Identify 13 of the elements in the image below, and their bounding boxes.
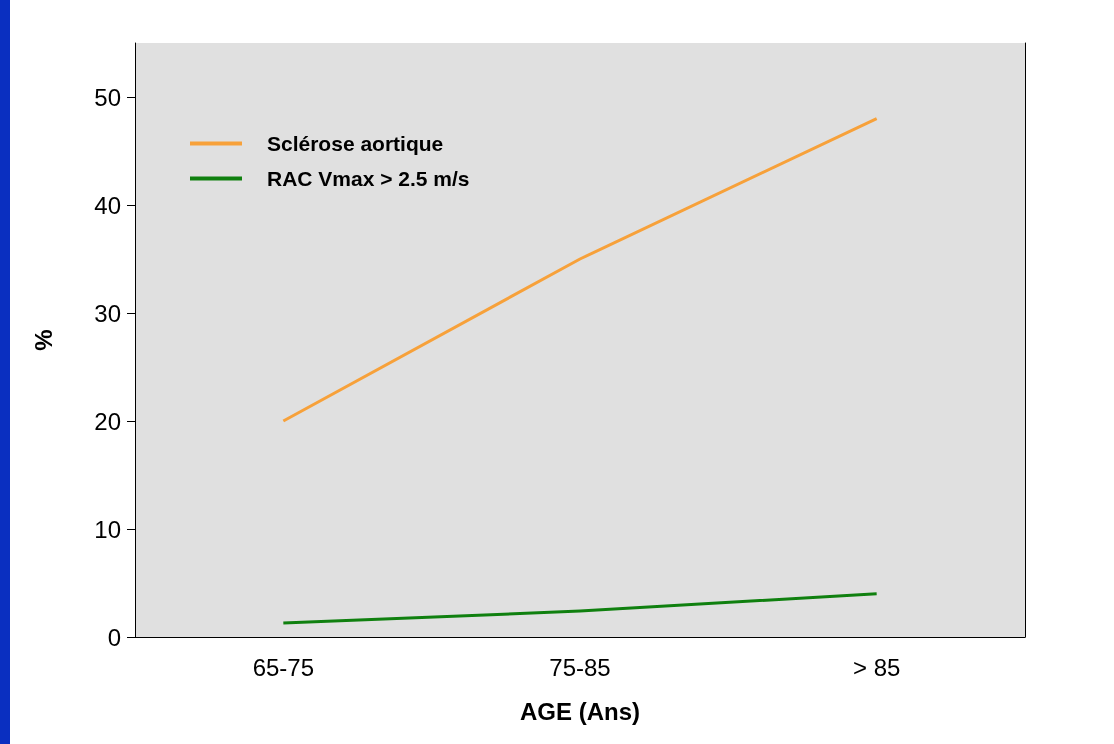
y-tick-label: 30	[94, 299, 121, 327]
x-tick-label: 65-75	[252, 653, 315, 681]
legend-label: Sclérose aortique	[267, 132, 444, 155]
x-tick-label: > 85	[852, 653, 901, 681]
y-tick-label: 50	[94, 83, 121, 111]
y-axis-title: %	[29, 329, 57, 351]
y-tick-label: 20	[94, 407, 121, 435]
x-tick-label: 75-85	[549, 653, 611, 681]
y-tick-label: 10	[94, 515, 121, 543]
legend-label: RAC Vmax > 2.5 m/s	[267, 167, 470, 190]
x-axis-title: AGE (Ans)	[520, 697, 640, 725]
y-tick-label: 0	[107, 623, 121, 651]
y-tick-label: 40	[94, 191, 121, 219]
